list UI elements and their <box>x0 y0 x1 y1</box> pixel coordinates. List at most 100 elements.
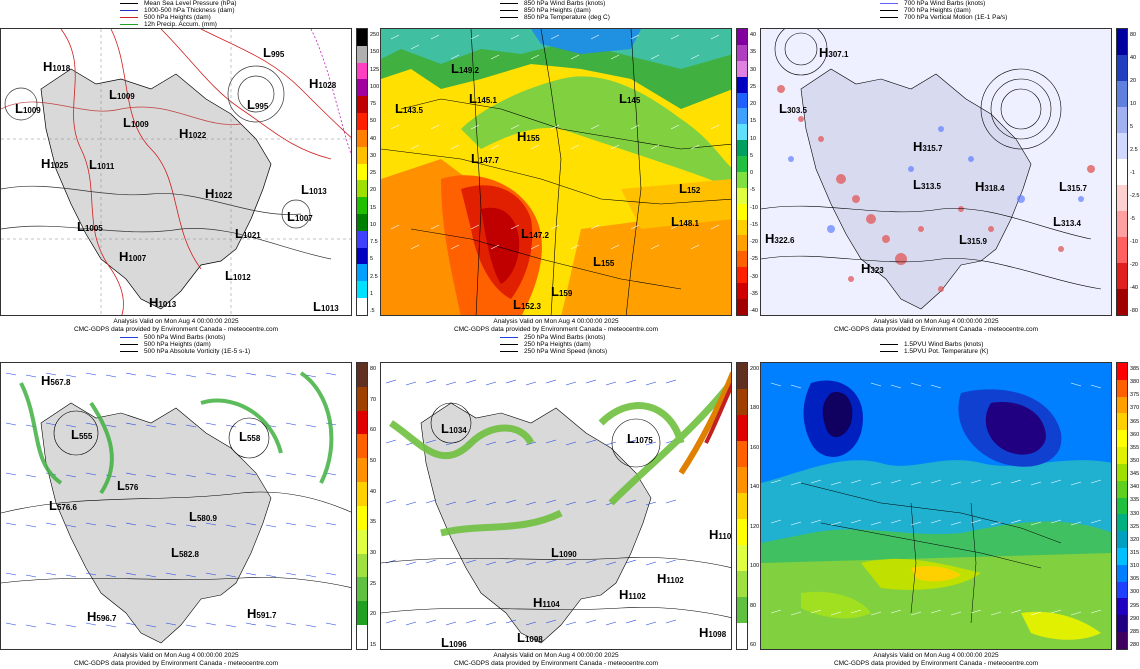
low-pressure-label: L152 <box>679 181 701 196</box>
colorbar-tick-label: 15 <box>370 204 377 211</box>
colorbar-segment <box>737 219 747 236</box>
high-pressure-label: H1025 <box>41 156 69 171</box>
colorbar-segment <box>1117 81 1127 107</box>
legend-swatch <box>120 16 138 18</box>
legend-swatch <box>500 343 518 345</box>
panel-6-map[interactable] <box>760 362 1112 650</box>
colorbar-tick-label: 60 <box>750 642 757 648</box>
high-pressure-label: H307.1 <box>819 45 849 60</box>
colorbar-tick-label: 5 <box>750 152 754 159</box>
low-pressure-label: L1007 <box>287 209 313 224</box>
colorbar-segment <box>357 213 367 231</box>
low-pressure-label: L143.5 <box>395 101 423 116</box>
low-pressure-label: L147.7 <box>471 151 499 166</box>
colorbar-tick-label: 125 <box>370 66 380 73</box>
legend-text: 500 hPa Absolute Vorticity (1E-5 s-1) <box>144 348 251 355</box>
colorbar-tick-label: 355 <box>1130 444 1140 451</box>
panel-2-map[interactable]: L149.2 L145.1 L143.5 L145 H155 L147.7 L152 L148… <box>380 28 732 316</box>
legend-row: 500 hPa Heights (dam) <box>120 14 211 21</box>
low-pressure-label: L145 <box>619 91 641 106</box>
legend-text: Mean Sea Level Pressure (hPa) <box>144 0 237 7</box>
legend-row: 250 hPa Heights (dam) <box>500 341 591 348</box>
panel-1: Mean Sea Level Pressure (hPa) 1000-500 h… <box>0 0 380 334</box>
colorbar-segment <box>1117 447 1127 464</box>
colorbar-segment <box>1117 547 1127 565</box>
colorbar-segment <box>357 62 367 80</box>
legend-row: 850 hPa Heights (dam) <box>500 7 591 14</box>
panel-6: 1.5PVU Wind Barbs (knots) 1.5PVU Pot. Te… <box>760 334 1140 668</box>
colorbar-tick-label: 285 <box>1130 628 1140 635</box>
low-pressure-label: L159 <box>551 284 573 299</box>
credit-text: CMC-GDPS data provided by Environment Ca… <box>453 659 659 667</box>
colorbar-segment <box>357 197 367 214</box>
legend-row: Mean Sea Level Pressure (hPa) <box>120 0 237 7</box>
legend-text: 1.5PVU Wind Barbs (knots) <box>904 341 984 348</box>
colorbar-segment <box>737 441 747 467</box>
legend-text: 12h Precip. Accum. (mm) <box>144 21 217 28</box>
colorbar-tick-label: 370 <box>1130 405 1140 412</box>
colorbar-segment <box>357 298 367 315</box>
panel-4: 500 hPa Wind Barbs (knots) 500 hPa Heigh… <box>0 334 380 668</box>
panel-2-legend: 850 hPa Wind Barbs (knots) 850 hPa Heigh… <box>380 0 760 28</box>
colorbar-segment <box>357 146 367 164</box>
colorbar-tick-label: 20 <box>1130 78 1137 84</box>
colorbar-tick-label: 30 <box>370 550 377 556</box>
legend-row: 700 hPa Heights (dam) <box>880 7 971 14</box>
panel-1-map[interactable]: H1018 L1009 L1009 L1009 H1022 L995 H1028 L995 H1… <box>0 28 352 316</box>
panel-3-map[interactable]: H307.1 L303.5 H315.7 L313.5 H318.4 L315.7 H322… <box>760 28 1112 316</box>
legend-swatch <box>120 2 138 4</box>
high-pressure-label: H155 <box>517 129 540 144</box>
colorbar-segment <box>737 171 747 188</box>
panel-5: 250 hPa Wind Barbs (knots) 250 hPa Heigh… <box>380 334 760 668</box>
low-pressure-label: L1013 <box>301 182 327 197</box>
colorbar-segment <box>737 267 747 283</box>
colorbar-segment <box>737 571 747 597</box>
legend-row: 850 hPa Wind Barbs (knots) <box>500 0 605 7</box>
colorbar-tick-label: 20 <box>750 101 757 107</box>
colorbar-tick-label: 330 <box>1130 510 1140 517</box>
colorbar-segment <box>1117 531 1127 548</box>
colorbar-tick-label: 5 <box>1130 124 1134 130</box>
panel-4-map[interactable]: H567.8 L555 L558 L576 L576.6 L580.9 L582.8 H596… <box>0 362 352 650</box>
legend-text: 500 hPa Wind Barbs (knots) <box>144 334 226 341</box>
colorbar-tick-label: 310 <box>1130 563 1140 570</box>
colorbar-tick-label: 40 <box>750 32 757 38</box>
credit-text: CMC-GDPS data provided by Environment Ca… <box>453 325 659 333</box>
colorbar-tick-label: 385 <box>1130 366 1140 372</box>
colorbar-segment <box>1117 211 1127 237</box>
legend-swatch <box>500 350 518 352</box>
colorbar-segment <box>737 251 747 268</box>
colorbar-segment <box>1117 55 1127 81</box>
legend-swatch <box>500 9 518 11</box>
low-pressure-label: L147.2 <box>521 226 549 241</box>
legend-row: 500 hPa Heights (dam) <box>120 341 211 348</box>
colorbar-segment <box>357 163 367 181</box>
legend-row: 500 hPa Wind Barbs (knots) <box>120 334 225 341</box>
low-pressure-label: L1096 <box>441 635 467 650</box>
panel-5-footer: Analysis Valid on Mon Aug 4 00:00:00 202… <box>380 652 732 667</box>
colorbar-tick-label: 350 <box>1130 458 1140 464</box>
panel-5-map[interactable]: L1034 L1075 L1090 H1102 H1102 H1104 H1102 L1096… <box>380 362 732 650</box>
valid-time: Analysis Valid on Mon Aug 4 00:00:00 202… <box>873 318 999 325</box>
low-pressure-label: L145.1 <box>469 91 497 106</box>
colorbar-tick-label: 5 <box>370 256 374 263</box>
colorbar-tick-label: 75 <box>370 101 377 107</box>
colorbar-tick-label: 25 <box>750 83 757 90</box>
colorbar-tick-label: 10 <box>750 135 757 142</box>
panel-5-colorbar <box>736 362 748 650</box>
colorbar-segment <box>357 29 367 46</box>
panel-2-colorbar <box>736 28 748 316</box>
colorbar-segment <box>357 386 367 411</box>
credit-text: CMC-GDPS data provided by Environment Ca… <box>833 325 1039 333</box>
colorbar-tick-label: -5 <box>1130 216 1135 222</box>
low-pressure-label: L313.5 <box>913 177 941 192</box>
colorbar-tick-label: 1 <box>370 290 374 297</box>
colorbar-tick-label: 35 <box>370 519 377 526</box>
panel-4-footer: Analysis Valid on Mon Aug 4 00:00:00 202… <box>0 652 352 667</box>
legend-row: 850 hPa Temperature (deg C) <box>500 14 610 21</box>
colorbar-segment <box>1117 581 1127 599</box>
colorbar-tick-label: -15 <box>750 221 758 228</box>
panel-3-colorbar <box>1116 28 1128 316</box>
low-pressure-label: L155 <box>593 254 615 269</box>
panel-4-legend: 500 hPa Wind Barbs (knots) 500 hPa Heigh… <box>0 334 380 362</box>
